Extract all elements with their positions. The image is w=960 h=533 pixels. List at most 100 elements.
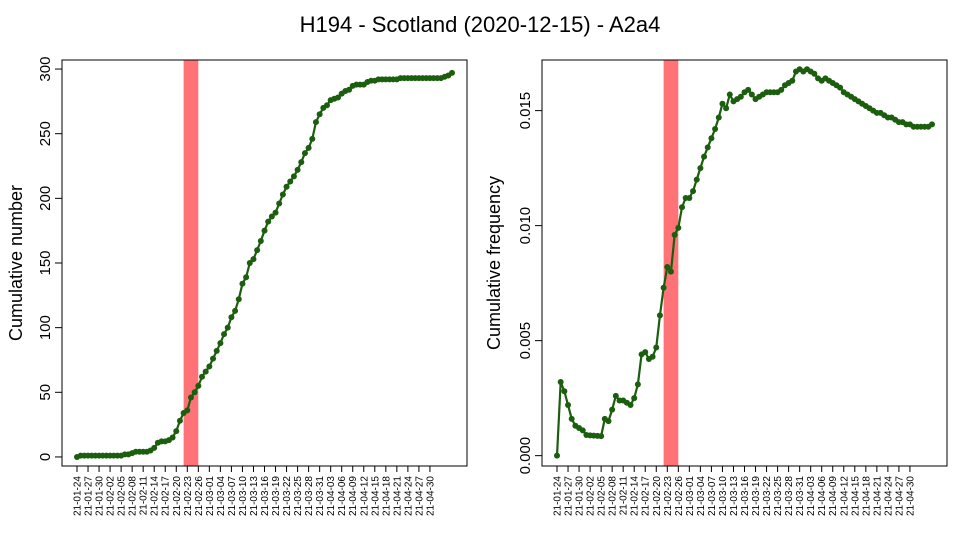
data-point: [697, 165, 704, 172]
figure-title: H194 - Scotland (2020-12-15) - A2a4: [299, 12, 661, 37]
data-point: [565, 402, 572, 409]
x-tick-label: 21-02-26: [194, 476, 205, 516]
data-point: [778, 86, 785, 93]
data-point: [748, 91, 755, 98]
x-tick-label: 21-04-18: [861, 476, 872, 516]
y-tick-label: 0.015: [517, 92, 534, 130]
x-tick-label: 21-04-03: [806, 476, 817, 516]
data-point: [261, 227, 268, 234]
data-point: [642, 349, 649, 356]
x-tick-label: 21-03-10: [718, 476, 729, 516]
x-tick-label: 21-02-08: [608, 476, 619, 516]
series-line: [555, 68, 933, 456]
data-point: [561, 388, 568, 395]
data-point: [257, 238, 264, 245]
y-tick-label: 0.005: [517, 322, 534, 360]
data-point: [712, 126, 719, 133]
data-point: [789, 77, 796, 84]
data-point: [217, 340, 224, 347]
x-tick-label: 21-04-09: [348, 476, 359, 516]
x-tick-label: 21-03-19: [751, 476, 762, 516]
data-point: [305, 144, 312, 151]
y-tick-label: 200: [37, 186, 54, 211]
x-tick-label: 21-04-30: [905, 476, 916, 516]
data-point: [176, 417, 183, 424]
data-point: [667, 268, 674, 275]
data-point: [301, 150, 308, 157]
data-point: [598, 433, 605, 440]
y-tick-label: 150: [37, 250, 54, 275]
data-point: [312, 119, 319, 126]
data-point: [239, 280, 246, 287]
x-tick-label: 21-03-07: [707, 476, 718, 516]
x-tick-label: 21-03-10: [238, 476, 249, 516]
data-point: [745, 86, 752, 93]
data-point: [224, 324, 231, 331]
y-axis-title: Cumulative frequency: [484, 176, 504, 350]
y-tick-label: 250: [37, 121, 54, 146]
data-point: [250, 256, 257, 263]
data-point: [173, 428, 180, 435]
x-tick-label: 21-02-20: [652, 476, 663, 516]
data-point: [929, 121, 935, 128]
data-point: [554, 452, 560, 459]
y-tick-label: 50: [37, 384, 54, 401]
data-point: [568, 415, 575, 422]
data-point: [272, 209, 279, 216]
x-tick-label: 21-01-30: [95, 476, 106, 516]
data-point: [631, 395, 638, 402]
data-point: [719, 100, 726, 107]
y-tick-label: 0.010: [517, 207, 534, 245]
x-tick-label: 21-04-24: [403, 476, 414, 516]
x-tick-label: 21-04-06: [337, 476, 348, 516]
data-point: [184, 407, 191, 414]
data-point: [723, 105, 730, 112]
data-point: [837, 84, 844, 91]
data-point: [612, 392, 619, 399]
data-point: [605, 418, 612, 425]
x-tick-label: 21-03-25: [293, 476, 304, 516]
x-tick-label: 21-02-23: [663, 476, 674, 516]
data-point: [228, 314, 235, 321]
data-point: [811, 70, 818, 77]
x-tick-label: 21-03-13: [729, 476, 740, 516]
x-tick-label: 21-03-01: [685, 476, 696, 516]
y-tick-label: 300: [37, 57, 54, 82]
x-tick-label: 21-02-26: [674, 476, 685, 516]
x-tick-label: 21-04-09: [828, 476, 839, 516]
x-tick-label: 21-02-14: [150, 476, 161, 516]
x-tick-label: 21-04-27: [414, 476, 425, 516]
data-point: [557, 379, 564, 386]
data-point: [715, 114, 722, 121]
data-point: [335, 94, 342, 101]
plot-frame: [61, 59, 468, 467]
data-point: [202, 368, 209, 375]
x-tick-label: 21-04-12: [839, 476, 850, 516]
x-tick-label: 21-02-14: [630, 476, 641, 516]
x-tick-label: 21-04-18: [381, 476, 392, 516]
series-line: [76, 72, 453, 458]
data-point: [656, 312, 663, 319]
data-point: [151, 444, 158, 451]
x-tick-label: 21-04-06: [817, 476, 828, 516]
data-point: [316, 111, 323, 118]
x-tick-label: 21-04-21: [872, 476, 883, 516]
x-tick-label: 21-03-28: [304, 476, 315, 516]
y-tick-label: 0: [37, 453, 54, 461]
data-point: [627, 402, 634, 409]
data-point: [660, 284, 667, 291]
data-point: [283, 183, 290, 190]
x-tick-label: 21-01-30: [575, 476, 586, 516]
x-tick-label: 21-03-25: [773, 476, 784, 516]
x-tick-label: 21-01-24: [553, 476, 564, 516]
data-point: [737, 93, 744, 100]
data-point: [324, 102, 330, 109]
x-tick-label: 21-02-02: [106, 476, 117, 516]
x-tick-label: 21-02-08: [128, 476, 139, 516]
x-tick-label: 21-03-22: [282, 476, 293, 516]
data-point: [254, 247, 261, 254]
x-tick-label: 21-04-27: [894, 476, 905, 516]
data-point: [246, 260, 253, 266]
x-tick-label: 21-04-24: [883, 476, 894, 516]
x-tick-label: 21-02-05: [597, 476, 608, 516]
